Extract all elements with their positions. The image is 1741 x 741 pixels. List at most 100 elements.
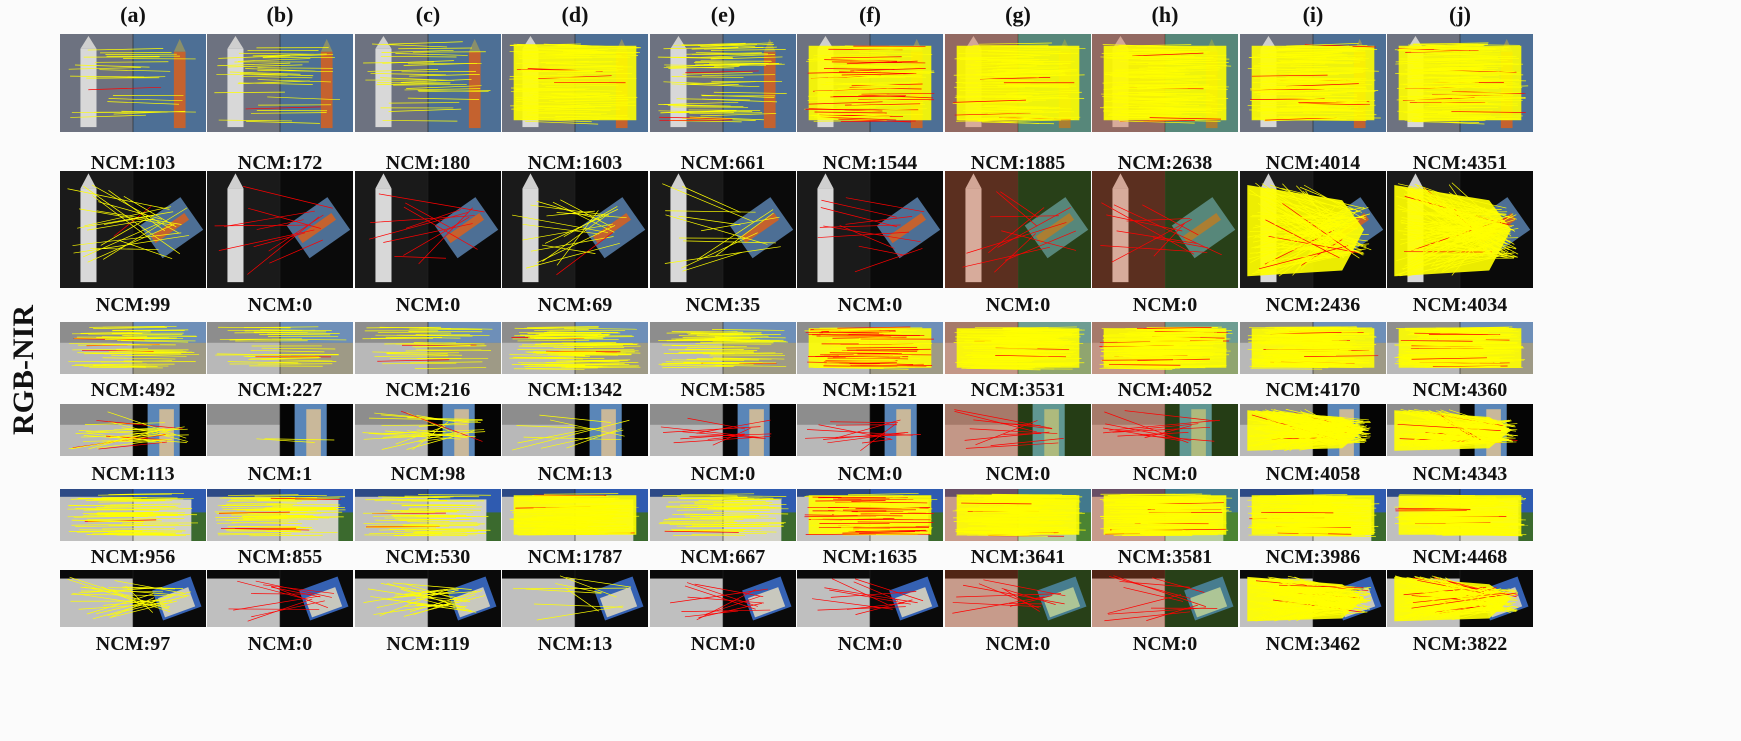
match-line (709, 62, 782, 65)
match-line (954, 86, 1026, 89)
match-line (393, 84, 467, 86)
match-panel (1092, 570, 1238, 627)
match-line (1123, 520, 1196, 523)
match-line (967, 334, 1042, 336)
match-line (510, 89, 582, 92)
tower-roof (227, 173, 244, 189)
rotated-image (1037, 576, 1087, 621)
ncm-label: NCM:69 (537, 294, 613, 316)
match-line (229, 500, 302, 502)
match-line (959, 89, 1035, 91)
match-line (836, 502, 910, 505)
wrong-match-line (1104, 411, 1189, 444)
match-line (1267, 576, 1362, 591)
match-line (404, 88, 481, 91)
match-line (1102, 361, 1179, 364)
match-line (1442, 356, 1515, 359)
match-visualization (1092, 322, 1238, 374)
row-label: RGB-NIR (7, 304, 41, 436)
match-line (1423, 214, 1517, 257)
match-line (108, 190, 166, 232)
match-line (561, 526, 635, 529)
match-line (122, 586, 184, 590)
wrong-match-line (853, 581, 898, 601)
match-line (955, 361, 1030, 363)
match-line (1298, 531, 1371, 534)
match-line (710, 495, 787, 497)
match-visualization (945, 171, 1091, 288)
match-visualization (1092, 404, 1238, 456)
wrong-match-line (403, 216, 470, 256)
wrong-match-line (659, 116, 731, 120)
match-panel (60, 322, 206, 374)
match-line (1131, 508, 1202, 511)
match-line (1132, 495, 1207, 497)
match-line (1300, 186, 1362, 213)
ncm-label: NCM:98 (390, 463, 466, 485)
match-line (1449, 592, 1503, 600)
match-line (376, 589, 459, 608)
match-line (960, 337, 1035, 340)
tower-shape (817, 188, 834, 283)
match-line (530, 498, 602, 500)
ncm-label: NCM:13 (537, 633, 613, 655)
match-line (1121, 515, 1197, 517)
match-line (1290, 65, 1367, 69)
match-line (1264, 331, 1340, 333)
match-line (1448, 198, 1490, 254)
wrong-match-line (1111, 218, 1192, 263)
match-line (108, 98, 183, 102)
match-line (1261, 509, 1337, 511)
match-line (1263, 213, 1336, 267)
match-line (1156, 510, 1232, 512)
match-line (857, 511, 929, 513)
match-line (1407, 411, 1493, 437)
ncm-label: NCM:99 (95, 294, 171, 316)
image-left (60, 578, 133, 627)
sky (428, 322, 501, 343)
ncm-label: NCM:0 (247, 633, 313, 655)
match-line (1144, 351, 1215, 354)
match-line (541, 61, 613, 63)
match-line (121, 339, 196, 342)
match-line (70, 497, 142, 500)
match-line (1262, 350, 1336, 353)
match-line (385, 430, 468, 437)
match-line (968, 532, 1040, 535)
match-line (1396, 588, 1493, 607)
match-line (1104, 505, 1180, 507)
match-line (1261, 341, 1334, 345)
match-line (1126, 501, 1202, 503)
match-line (1290, 515, 1362, 518)
match-line (1410, 189, 1517, 220)
match-line (93, 351, 165, 354)
match-line (87, 224, 175, 263)
match-line (1431, 421, 1510, 425)
match-line (1304, 503, 1380, 506)
match-line (1421, 497, 1497, 499)
match-line (246, 498, 317, 501)
match-line (1120, 339, 1194, 342)
match-line (112, 329, 189, 331)
match-visualization (945, 322, 1091, 374)
match-visualization (1240, 489, 1386, 541)
match-line (1430, 212, 1492, 223)
match-line (978, 48, 1050, 52)
wrong-match-line (854, 248, 923, 273)
match-visualization (60, 171, 206, 288)
match-panel (1092, 34, 1238, 132)
ncm-label: NCM:1342 (527, 379, 623, 401)
match-line (1006, 84, 1077, 87)
match-line (668, 517, 744, 520)
tower-shape (749, 409, 764, 456)
wrong-match-line (1411, 592, 1517, 609)
match-line (696, 209, 774, 260)
match-line (1401, 341, 1472, 343)
match-line (1294, 415, 1364, 422)
match-line (516, 499, 588, 502)
wrong-match-line (686, 582, 758, 607)
wrong-match-line (965, 442, 1059, 449)
match-line (1280, 336, 1352, 338)
wrong-match-line (845, 216, 913, 225)
match-panel (797, 489, 943, 541)
